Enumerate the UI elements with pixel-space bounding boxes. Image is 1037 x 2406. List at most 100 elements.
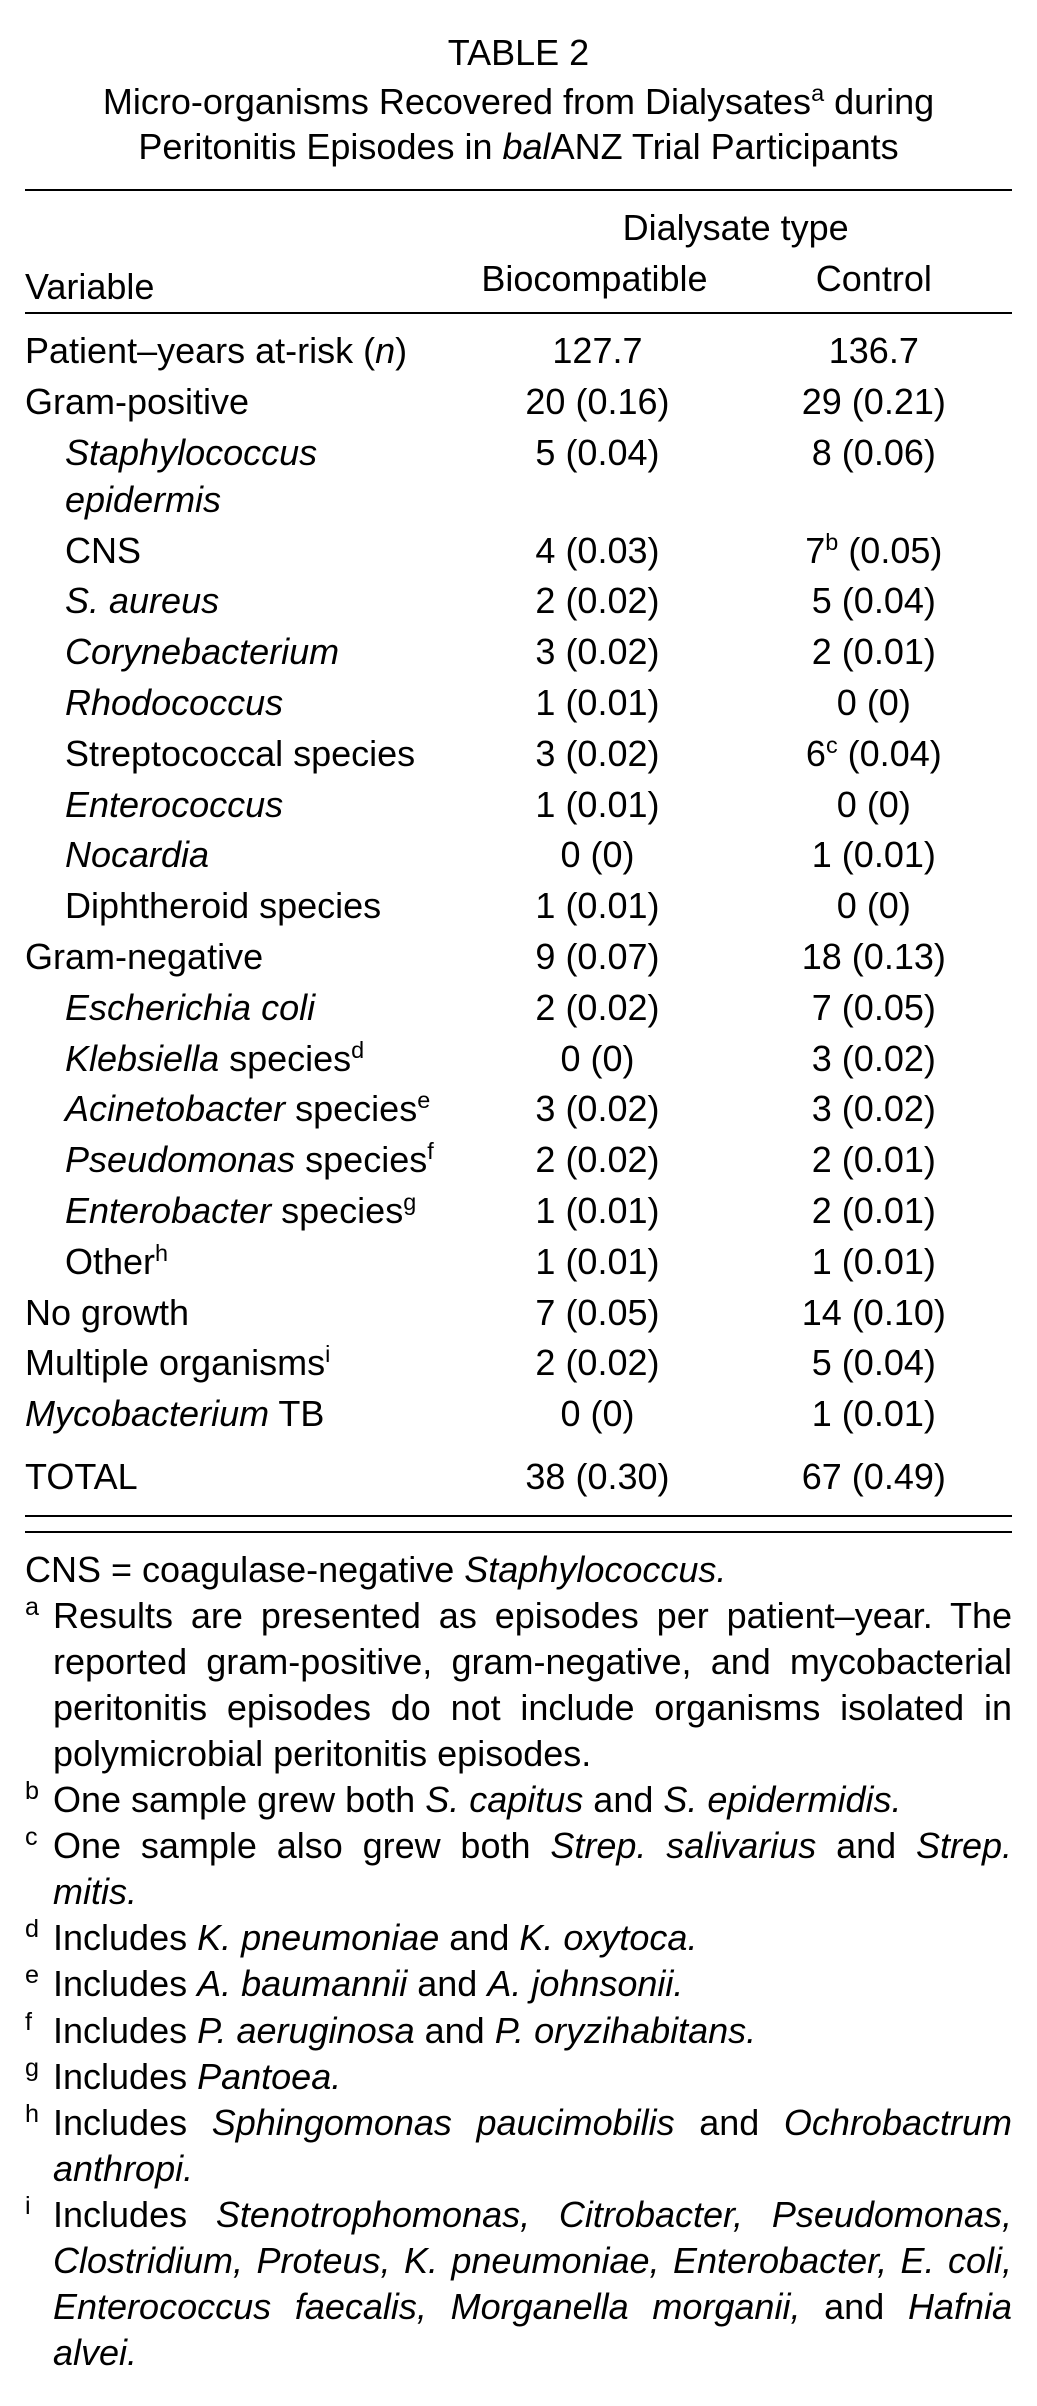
table-row: Streptococcal species3 (0.02)6c (0.04) [25, 729, 1012, 780]
row-ctrl-value: 1 (0.01) [736, 1389, 1012, 1440]
footnote: aResults are presented as episodes per p… [25, 1593, 1012, 1777]
row-ctrl-value: 5 (0.04) [736, 576, 1012, 627]
total-label: TOTAL [25, 1440, 459, 1516]
title-sup: a [811, 80, 824, 106]
table-row: Patient–years at-risk (n)127.7136.7 [25, 313, 1012, 377]
table-row: Otherh1 (0.01)1 (0.01) [25, 1237, 1012, 1288]
row-bio-value: 7 (0.05) [459, 1288, 735, 1339]
row-bio-value: 4 (0.03) [459, 526, 735, 577]
row-bio-value: 1 (0.01) [459, 1237, 735, 1288]
footnote: eIncludes A. baumannii and A. johnsonii. [25, 1961, 1012, 2007]
row-ctrl-value: 3 (0.02) [736, 1034, 1012, 1085]
row-bio-value: 0 (0) [459, 1389, 735, 1440]
row-ctrl-value: 6c (0.04) [736, 729, 1012, 780]
header-variable: Variable [25, 190, 459, 314]
row-ctrl-value: 18 (0.13) [736, 932, 1012, 983]
table-row: No growth7 (0.05)14 (0.10) [25, 1288, 1012, 1339]
row-label: Enterobacter speciesg [25, 1186, 459, 1237]
row-ctrl-value: 0 (0) [736, 780, 1012, 831]
title-part1: Micro-organisms Recovered from Dialysate… [103, 81, 811, 122]
row-ctrl-value: 7 (0.05) [736, 983, 1012, 1034]
table-row: Multiple organismsi2 (0.02)5 (0.04) [25, 1338, 1012, 1389]
footnote: bOne sample grew both S. capitus and S. … [25, 1777, 1012, 1823]
row-bio-value: 1 (0.01) [459, 678, 735, 729]
table-body: Patient–years at-risk (n)127.7136.7Gram-… [25, 313, 1012, 1515]
row-bio-value: 1 (0.01) [459, 881, 735, 932]
row-ctrl-value: 29 (0.21) [736, 377, 1012, 428]
data-table: Variable Dialysate type Biocompatible Co… [25, 189, 1012, 1517]
row-bio-value: 127.7 [459, 313, 735, 377]
table-number: TABLE 2 [25, 30, 1012, 77]
row-bio-value: 3 (0.02) [459, 1084, 735, 1135]
row-label: Acinetobacter speciese [25, 1084, 459, 1135]
row-label: Staphylococcus epidermis [25, 428, 459, 526]
footnote: iIncludes Stenotrophomonas, Citrobacter,… [25, 2192, 1012, 2376]
header-biocompatible: Biocompatible [459, 254, 735, 314]
row-label: Gram-negative [25, 932, 459, 983]
row-ctrl-value: 5 (0.04) [736, 1338, 1012, 1389]
table-row: Pseudomonas speciesf2 (0.02)2 (0.01) [25, 1135, 1012, 1186]
table-row: Enterobacter speciesg1 (0.01)2 (0.01) [25, 1186, 1012, 1237]
row-ctrl-value: 2 (0.01) [736, 1186, 1012, 1237]
row-bio-value: 1 (0.01) [459, 780, 735, 831]
row-ctrl-value: 0 (0) [736, 678, 1012, 729]
row-label: Multiple organismsi [25, 1338, 459, 1389]
table-row: Nocardia0 (0)1 (0.01) [25, 830, 1012, 881]
row-bio-value: 1 (0.01) [459, 1186, 735, 1237]
table-title: Micro-organisms Recovered from Dialysate… [25, 79, 1012, 169]
footnote: gIncludes Pantoea. [25, 2054, 1012, 2100]
row-label: Nocardia [25, 830, 459, 881]
row-bio-value: 2 (0.02) [459, 983, 735, 1034]
footnote: dIncludes K. pneumoniae and K. oxytoca. [25, 1915, 1012, 1961]
footnote: hIncludes Sphingomonas paucimobilis and … [25, 2100, 1012, 2192]
row-bio-value: 3 (0.02) [459, 627, 735, 678]
table-row: S. aureus2 (0.02)5 (0.04) [25, 576, 1012, 627]
row-label: Klebsiella speciesd [25, 1034, 459, 1085]
footnote: cOne sample also grew both Strep. saliva… [25, 1823, 1012, 1915]
table-row: Gram-positive20 (0.16)29 (0.21) [25, 377, 1012, 428]
table-row: Staphylococcus epidermis5 (0.04)8 (0.06) [25, 428, 1012, 526]
row-label: Rhodococcus [25, 678, 459, 729]
row-label: Patient–years at-risk (n) [25, 313, 459, 377]
row-label: Corynebacterium [25, 627, 459, 678]
row-ctrl-value: 1 (0.01) [736, 1237, 1012, 1288]
row-bio-value: 9 (0.07) [459, 932, 735, 983]
row-label: S. aureus [25, 576, 459, 627]
row-ctrl-value: 3 (0.02) [736, 1084, 1012, 1135]
total-row: TOTAL38 (0.30)67 (0.49) [25, 1440, 1012, 1516]
row-label: Otherh [25, 1237, 459, 1288]
row-bio-value: 2 (0.02) [459, 1135, 735, 1186]
footnote: fIncludes P. aeruginosa and P. oryzihabi… [25, 2008, 1012, 2054]
row-ctrl-value: 14 (0.10) [736, 1288, 1012, 1339]
table-row: Gram-negative9 (0.07)18 (0.13) [25, 932, 1012, 983]
table-row: Corynebacterium3 (0.02)2 (0.01) [25, 627, 1012, 678]
header-control: Control [736, 254, 1012, 314]
row-label: Diphtheroid species [25, 881, 459, 932]
row-ctrl-value: 136.7 [736, 313, 1012, 377]
row-label: CNS [25, 526, 459, 577]
row-label: Pseudomonas speciesf [25, 1135, 459, 1186]
footnotes: CNS = coagulase-negative Staphylococcus.… [25, 1531, 1012, 2376]
row-ctrl-value: 7b (0.05) [736, 526, 1012, 577]
table-row: Acinetobacter speciese3 (0.02)3 (0.02) [25, 1084, 1012, 1135]
row-ctrl-value: 2 (0.01) [736, 627, 1012, 678]
row-label: No growth [25, 1288, 459, 1339]
row-label: Streptococcal species [25, 729, 459, 780]
row-bio-value: 2 (0.02) [459, 576, 735, 627]
row-ctrl-value: 1 (0.01) [736, 830, 1012, 881]
row-label: Mycobacterium TB [25, 1389, 459, 1440]
row-bio-value: 0 (0) [459, 830, 735, 881]
row-bio-value: 0 (0) [459, 1034, 735, 1085]
row-label: Gram-positive [25, 377, 459, 428]
table-row: Mycobacterium TB0 (0)1 (0.01) [25, 1389, 1012, 1440]
table-row: Escherichia coli2 (0.02)7 (0.05) [25, 983, 1012, 1034]
row-bio-value: 5 (0.04) [459, 428, 735, 526]
header-group: Dialysate type [459, 190, 1012, 254]
row-bio-value: 3 (0.02) [459, 729, 735, 780]
title-italic: bal [503, 126, 551, 167]
total-bio: 38 (0.30) [459, 1440, 735, 1516]
table-row: Klebsiella speciesd0 (0)3 (0.02) [25, 1034, 1012, 1085]
row-ctrl-value: 8 (0.06) [736, 428, 1012, 526]
total-ctrl: 67 (0.49) [736, 1440, 1012, 1516]
table-row: Enterococcus1 (0.01)0 (0) [25, 780, 1012, 831]
